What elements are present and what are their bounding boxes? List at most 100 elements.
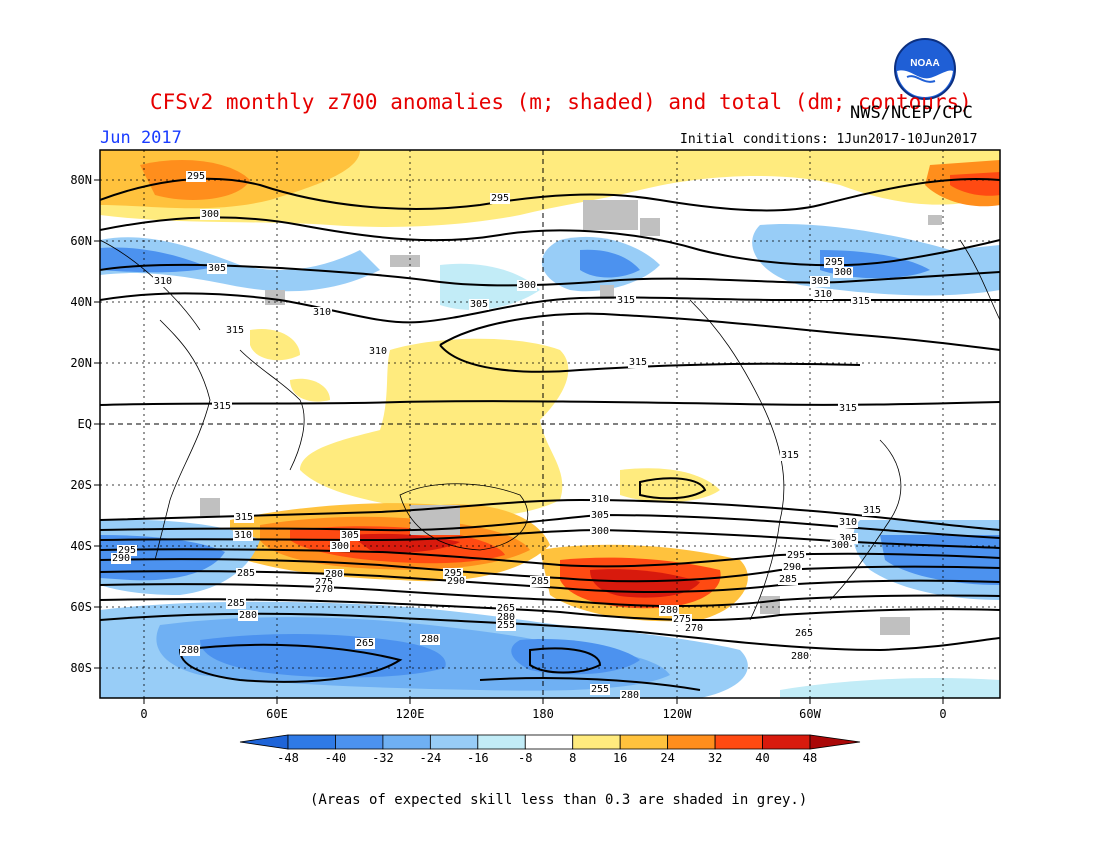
lat-label: 60N (70, 234, 92, 248)
lat-label: 20N (70, 356, 92, 370)
contour-label: 295 (824, 257, 845, 268)
contour-label: 285 (236, 568, 257, 579)
contour-label: 310 (368, 346, 389, 357)
lon-label: 0 (140, 707, 148, 721)
contour-label: 315 (780, 450, 801, 461)
contour-label: 280 (620, 690, 641, 701)
lat-label: 40S (70, 539, 92, 553)
contour-label: 275 (314, 577, 335, 588)
lat-label: 40N (70, 295, 92, 309)
contour-label: 305 (207, 263, 228, 274)
contour-label: 305 (469, 299, 490, 310)
contour-label: 295 (490, 193, 511, 204)
contour-label: 315 (628, 357, 649, 368)
contour-label: 315 (616, 295, 637, 306)
svg-text:NOAA: NOAA (910, 58, 939, 69)
lon-label: 120E (395, 707, 425, 721)
contour-label: 270 (314, 584, 335, 595)
contour-label: 280 (180, 645, 201, 656)
colorbar-swatch (714, 734, 763, 750)
colorbar-label: 32 (707, 751, 723, 765)
colorbar-swatch (287, 734, 336, 750)
contour-label: 280 (324, 569, 345, 580)
contour-label: 255 (496, 620, 517, 631)
noaa-logo: NOAA (894, 38, 956, 100)
contour-label: 315 (225, 325, 246, 336)
contour-label: 275 (672, 614, 693, 625)
contour-label: 270 (684, 623, 705, 634)
colorbar-label: 24 (660, 751, 675, 765)
skill-footnote: (Areas of expected skill less than 0.3 a… (310, 792, 808, 808)
agency-label: NWS/NCEP/CPC (850, 103, 973, 123)
contour-label: 265 (496, 603, 517, 614)
contour-label: 280 (659, 605, 680, 616)
colorbar-swatch (477, 734, 526, 750)
colorbar-label: 8 (569, 751, 577, 765)
month-label: Jun 2017 (100, 128, 182, 148)
colorbar-swatch (667, 734, 716, 750)
lat-label: 80N (70, 173, 92, 187)
colorbar-label: 16 (612, 751, 628, 765)
contour-label: 295 (786, 550, 807, 561)
contour-label: 295 (117, 545, 138, 556)
lon-label: 180 (532, 707, 554, 721)
colorbar-swatch (619, 734, 669, 750)
colorbar-arrow-right (809, 734, 861, 750)
contour-label: 310 (838, 517, 859, 528)
contour-label: 310 (233, 530, 254, 541)
contour-label: 300 (833, 267, 854, 278)
contour-label: 315 (838, 403, 859, 414)
contour-label: 290 (446, 576, 467, 587)
contour-label: 300 (830, 540, 851, 551)
contour-label: 290 (782, 562, 803, 573)
contour-label: 280 (496, 612, 517, 623)
contour-label: 305 (810, 276, 831, 287)
contour-label: 315 (234, 512, 255, 523)
lon-label: 120W (662, 707, 692, 721)
lon-label: 60E (266, 707, 288, 721)
contour-label: 315 (862, 505, 883, 516)
contour-label: 290 (111, 553, 132, 564)
contour-label: 285 (530, 576, 551, 587)
shade-nh-blue (100, 237, 380, 292)
lat-label: 80S (70, 661, 92, 675)
colorbar (239, 734, 861, 750)
contour-label: 265 (794, 628, 815, 639)
contour-label: 285 (226, 598, 247, 609)
contour-label: 300 (590, 526, 611, 537)
contour-label: 280 (420, 634, 441, 645)
contour-label: 310 (590, 494, 611, 505)
initial-conditions: Initial conditions: 1Jun2017-10Jun2017 (680, 132, 978, 147)
colorbar-swatch (382, 734, 431, 750)
lat-label: EQ (77, 417, 92, 431)
contour-label: 280 (238, 610, 259, 621)
lat-label: 20S (70, 478, 92, 492)
shade-tropical-yellow (300, 338, 569, 517)
lon-label: 0 (939, 707, 947, 721)
colorbar-label: 40 (755, 751, 770, 765)
lat-label: 60S (70, 600, 92, 614)
colorbar-swatch (572, 734, 621, 750)
colorbar-label: -8 (518, 751, 533, 765)
colorbar-swatch (429, 734, 479, 750)
colorbar-label: -24 (419, 751, 442, 765)
contour-label: 315 (212, 401, 233, 412)
contour-label: 300 (330, 541, 351, 552)
contour-label: 295 (186, 171, 207, 182)
colorbar-swatch (524, 734, 574, 750)
contour-label: 255 (590, 684, 611, 695)
colorbar-swatch (335, 734, 384, 750)
colorbar-label: -16 (466, 751, 489, 765)
contour-label: 265 (355, 638, 376, 649)
contour-label: 285 (778, 574, 799, 585)
contour-label: 305 (590, 510, 611, 521)
colorbar-swatch (762, 734, 811, 750)
colorbar-label: -48 (277, 751, 299, 765)
contour-label: 300 (200, 209, 221, 220)
contour-label: 305 (340, 530, 361, 541)
contour-label: 295 (443, 568, 464, 579)
contour-label: 280 (790, 651, 811, 662)
contour-label: 310 (312, 307, 333, 318)
colorbar-label: 48 (802, 751, 818, 765)
